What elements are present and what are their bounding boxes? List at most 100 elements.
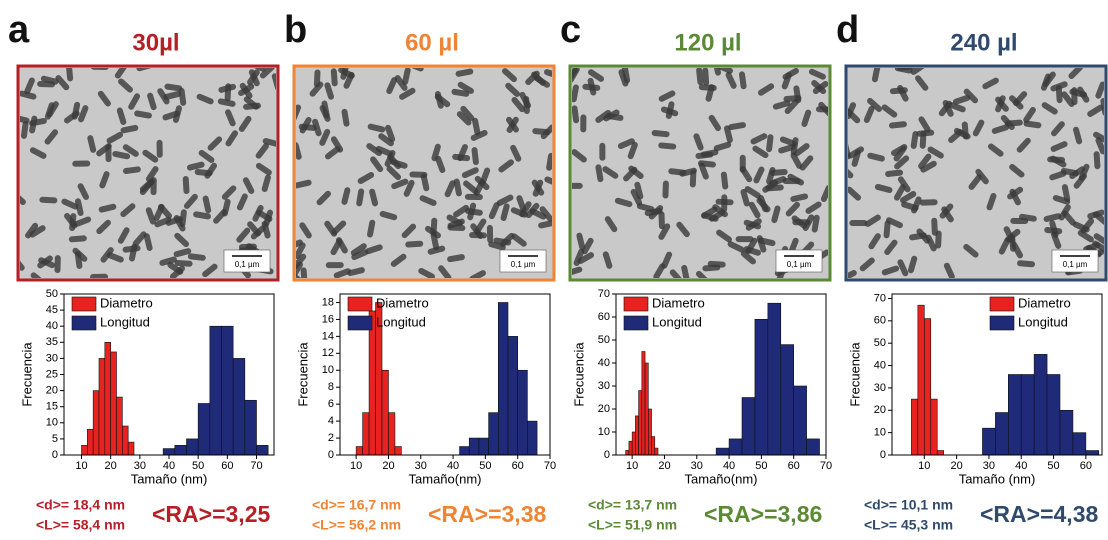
rod bbox=[702, 68, 710, 86]
rod bbox=[931, 217, 938, 236]
bar bbox=[478, 437, 489, 456]
rod bbox=[97, 90, 111, 107]
y-tick-label: 30 bbox=[598, 380, 610, 392]
rod bbox=[64, 110, 80, 124]
rod bbox=[769, 176, 787, 187]
legend-label: Longitud bbox=[100, 314, 150, 329]
rod bbox=[665, 101, 675, 119]
x-tick-label: 60 bbox=[221, 460, 233, 472]
rod bbox=[775, 268, 786, 278]
rod bbox=[387, 153, 402, 170]
y-axis-label: Frecuencia bbox=[19, 342, 34, 407]
panel-title: 120 µl bbox=[674, 29, 741, 56]
rod bbox=[576, 232, 586, 251]
x-tick-label: 30 bbox=[415, 460, 427, 472]
y-tick-label: 4 bbox=[328, 415, 334, 427]
rod bbox=[457, 81, 474, 94]
rod bbox=[794, 143, 810, 157]
rod bbox=[325, 262, 344, 269]
rod bbox=[174, 259, 193, 267]
rod bbox=[182, 176, 190, 194]
y-tick-label: 60 bbox=[598, 311, 610, 323]
bar bbox=[1046, 374, 1061, 456]
rod bbox=[544, 176, 552, 188]
rod bbox=[975, 168, 989, 185]
rod bbox=[1023, 106, 1036, 123]
y-tick-label: 10 bbox=[874, 427, 886, 439]
rod bbox=[259, 68, 275, 79]
rod bbox=[577, 252, 595, 264]
rod bbox=[54, 255, 61, 274]
rod bbox=[65, 68, 74, 82]
y-tick-label: 35 bbox=[46, 336, 58, 348]
rod bbox=[369, 188, 379, 207]
bar bbox=[930, 398, 938, 456]
rod bbox=[765, 184, 784, 192]
rod bbox=[30, 272, 46, 278]
rod bbox=[207, 136, 223, 151]
rod bbox=[453, 178, 462, 197]
rod bbox=[157, 88, 170, 105]
y-tick-label: 14 bbox=[322, 330, 334, 342]
rod bbox=[758, 83, 775, 96]
rod bbox=[493, 237, 512, 246]
rod bbox=[907, 255, 918, 274]
rod bbox=[1004, 228, 1021, 243]
rod bbox=[1043, 213, 1062, 222]
rod bbox=[156, 139, 163, 158]
rod bbox=[712, 68, 722, 76]
bar bbox=[936, 450, 944, 456]
bar bbox=[806, 438, 820, 456]
x-tick-label: 30 bbox=[983, 460, 995, 472]
bar bbox=[162, 448, 176, 456]
bar bbox=[728, 438, 743, 456]
rod bbox=[881, 104, 898, 118]
panel-letter: a bbox=[8, 9, 30, 51]
rod bbox=[849, 219, 868, 226]
mean-diameter: <d>= 18,4 nm bbox=[36, 497, 125, 513]
rod bbox=[100, 247, 114, 263]
rod bbox=[324, 220, 338, 237]
rod bbox=[808, 68, 826, 80]
bar bbox=[517, 369, 528, 456]
rod bbox=[735, 236, 754, 243]
rod bbox=[991, 124, 1010, 134]
rod bbox=[470, 129, 488, 141]
x-tick-label: 20 bbox=[105, 460, 117, 472]
rod bbox=[333, 268, 351, 278]
rod bbox=[771, 205, 781, 224]
rod bbox=[540, 124, 552, 140]
rod bbox=[506, 116, 519, 133]
y-tick-label: 40 bbox=[46, 320, 58, 332]
rod bbox=[881, 265, 900, 276]
rod bbox=[529, 208, 547, 220]
x-tick-label: 30 bbox=[691, 460, 703, 472]
rod bbox=[658, 223, 671, 240]
rod bbox=[1069, 88, 1088, 98]
rod bbox=[658, 211, 665, 230]
rod bbox=[1068, 68, 1083, 79]
mean-length: <L>= 51,9 nm bbox=[588, 517, 677, 533]
bar bbox=[1033, 354, 1048, 456]
plot-frame bbox=[63, 293, 275, 456]
rod bbox=[44, 102, 55, 120]
rod bbox=[658, 90, 676, 102]
rod bbox=[120, 203, 136, 218]
rod bbox=[864, 214, 881, 227]
bar bbox=[256, 445, 269, 456]
rod bbox=[848, 269, 857, 278]
rod bbox=[498, 159, 514, 173]
rod bbox=[319, 128, 331, 146]
rod bbox=[572, 84, 579, 103]
rod bbox=[901, 201, 919, 212]
rod bbox=[1017, 260, 1035, 268]
rod bbox=[169, 265, 185, 278]
rod bbox=[128, 243, 138, 262]
rod bbox=[242, 177, 255, 194]
rod bbox=[406, 68, 424, 72]
rod bbox=[29, 117, 47, 127]
x-tick-label: 20 bbox=[382, 460, 394, 472]
rod bbox=[136, 68, 154, 72]
rod bbox=[271, 73, 276, 91]
rod bbox=[386, 77, 398, 95]
